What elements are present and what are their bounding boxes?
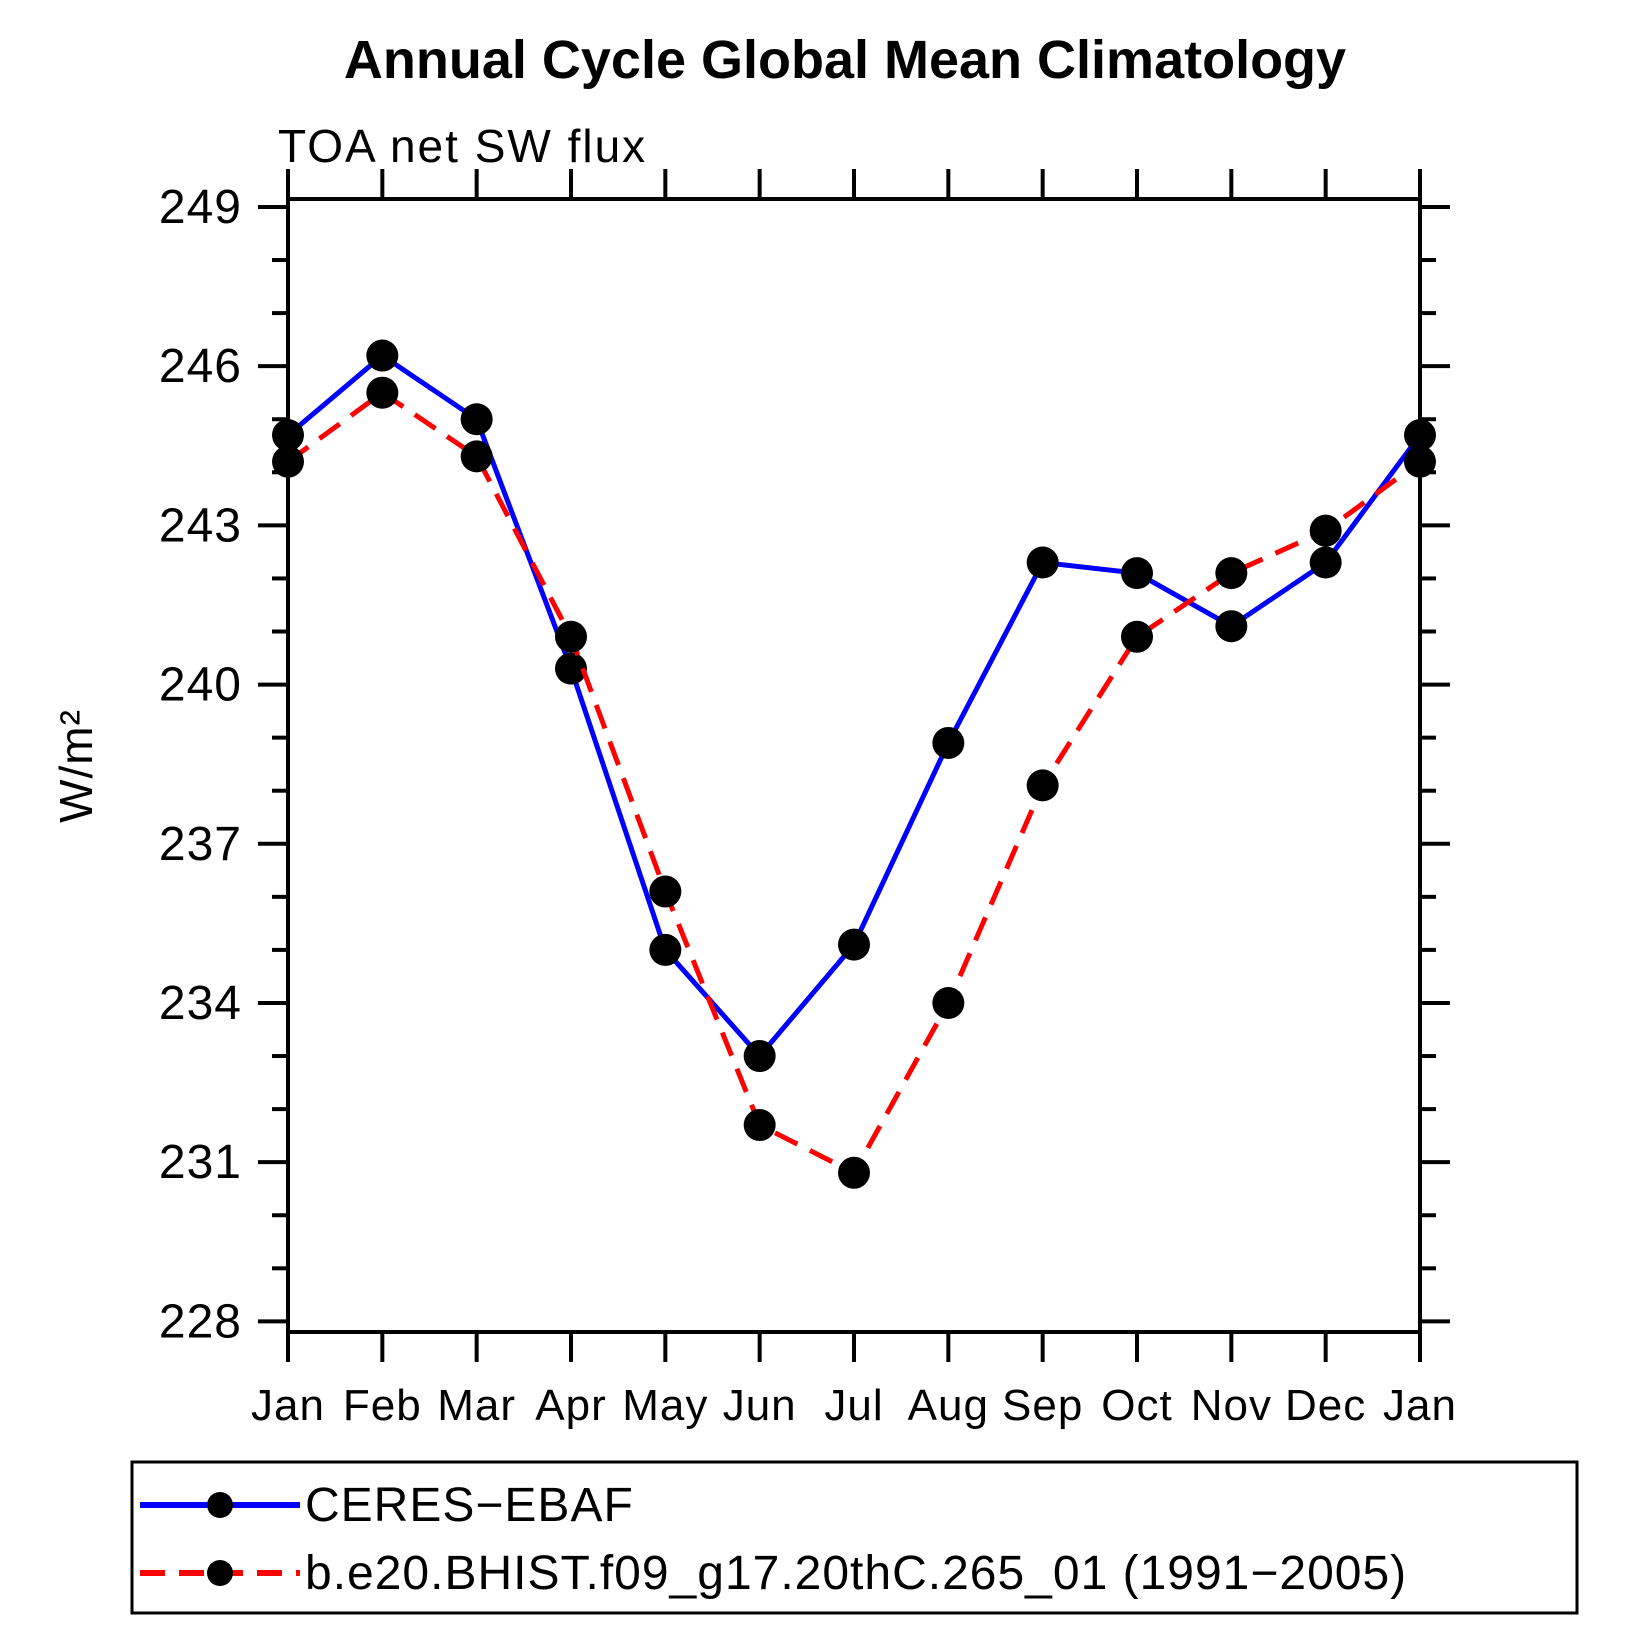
y-tick-label: 243 bbox=[159, 499, 242, 552]
x-tick-label: Jul bbox=[824, 1381, 883, 1430]
data-point-1-Apr bbox=[555, 620, 587, 653]
data-point-0-Feb bbox=[366, 339, 399, 372]
x-tick-label: Dec bbox=[1285, 1381, 1366, 1430]
data-point-1-Aug bbox=[932, 986, 965, 1019]
data-point-0-Apr bbox=[555, 652, 587, 685]
data-point-0-Jan bbox=[1404, 419, 1436, 452]
legend-label-obs: CERES−EBAF bbox=[305, 1479, 634, 1532]
data-point-1-Jun bbox=[743, 1109, 776, 1142]
data-point-0-Jan bbox=[272, 419, 304, 452]
y-tick-label: 240 bbox=[159, 659, 242, 712]
data-point-0-Jul bbox=[838, 928, 870, 961]
data-point-1-Sep bbox=[1026, 769, 1059, 802]
x-tick-label: Jun bbox=[723, 1381, 797, 1430]
legend-box bbox=[130, 1460, 1579, 1615]
y-tick-label: 237 bbox=[159, 818, 242, 871]
data-point-1-Feb bbox=[366, 376, 399, 409]
legend-sample-obs bbox=[140, 1492, 300, 1518]
data-point-1-May bbox=[649, 875, 682, 908]
y-tick-label: 246 bbox=[159, 340, 242, 393]
x-tick-label: Apr bbox=[535, 1381, 606, 1430]
x-tick-label: May bbox=[622, 1381, 708, 1430]
data-point-1-Jan bbox=[1404, 445, 1436, 478]
y-tick-label: 234 bbox=[159, 977, 242, 1030]
x-tick-label: Jan bbox=[1383, 1381, 1457, 1430]
page-title: Annual Cycle Global Mean Climatology bbox=[344, 30, 1346, 90]
x-tick-label: Nov bbox=[1191, 1381, 1272, 1430]
data-point-0-Aug bbox=[932, 726, 965, 759]
data-point-1-Dec bbox=[1309, 514, 1342, 547]
data-point-0-Oct bbox=[1121, 557, 1153, 590]
y-tick-label: 228 bbox=[159, 1295, 242, 1348]
data-point-1-Oct bbox=[1121, 620, 1153, 653]
data-point-1-Jan bbox=[272, 445, 304, 478]
y-axis-title: W/m² bbox=[50, 709, 102, 823]
x-tick-label: Feb bbox=[343, 1381, 422, 1430]
data-point-0-Jun bbox=[743, 1040, 776, 1073]
legend-label-model: b.e20.BHIST.f09_g17.20thC.265_01 (1991−2… bbox=[305, 1547, 1407, 1600]
series-layer bbox=[272, 339, 1436, 1189]
data-point-0-Nov bbox=[1215, 610, 1248, 643]
series-line-1 bbox=[286, 389, 1422, 1177]
x-tick-label: Oct bbox=[1101, 1381, 1172, 1430]
x-tick-label: Mar bbox=[437, 1381, 516, 1430]
x-tick-label: Sep bbox=[1002, 1381, 1083, 1430]
x-tick-label: Jan bbox=[251, 1381, 325, 1430]
data-point-0-Dec bbox=[1309, 546, 1342, 579]
data-point-1-Mar bbox=[460, 440, 493, 473]
legend: CERES−EBAF b.e20.BHIST.f09_g17.20thC.265… bbox=[130, 1460, 1579, 1615]
chart-subtitle: TOA net SW flux bbox=[278, 120, 647, 172]
data-point-0-May bbox=[649, 933, 682, 966]
y-tick-label: 249 bbox=[159, 181, 242, 234]
data-point-0-Sep bbox=[1026, 546, 1059, 579]
x-tick-label: Aug bbox=[908, 1381, 989, 1430]
legend-marker-0 bbox=[207, 1492, 233, 1518]
y-tick-label: 231 bbox=[159, 1136, 242, 1189]
legend-marker-1 bbox=[207, 1560, 233, 1586]
data-point-1-Jul bbox=[838, 1156, 870, 1189]
plot-area: 228 231 234 237 240 243 246 249 Jan Feb Mar Apr May J… bbox=[159, 169, 1457, 1430]
legend-sample-model bbox=[140, 1560, 300, 1586]
data-point-0-Mar bbox=[460, 403, 493, 436]
data-point-1-Nov bbox=[1215, 557, 1248, 590]
